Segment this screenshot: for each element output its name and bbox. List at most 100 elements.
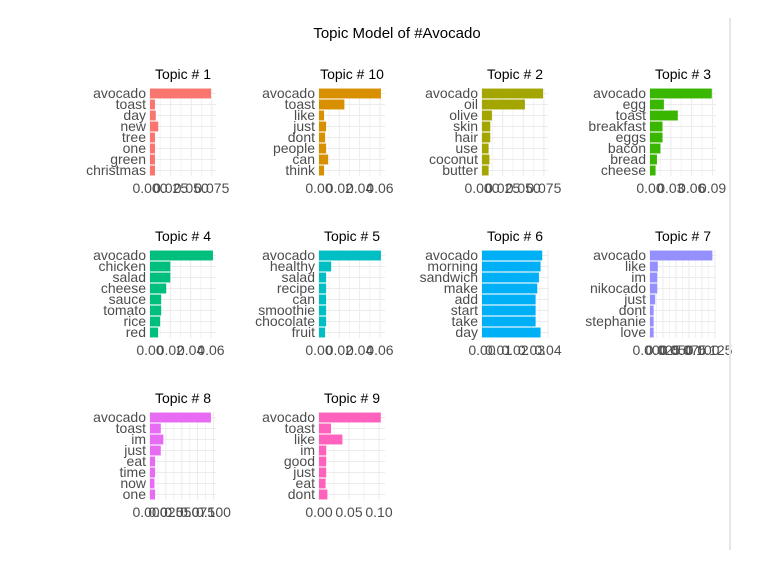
bar [319,423,331,434]
chart-title: Topic Model of #Avocado [313,25,480,42]
bar [319,445,327,456]
bar [650,283,658,294]
x-tick-label: 0.000 [464,180,499,196]
bar [150,456,156,467]
bar [150,478,155,489]
category-label: day [123,107,146,123]
bar [482,110,492,121]
bar [319,110,325,121]
x-tick-label: 0.06 [366,342,393,358]
category-label: add [455,291,478,307]
panel-title: Topic # 2 [487,66,543,82]
panel-title: Topic # 5 [324,228,380,244]
category-label: rice [123,313,146,329]
bar [319,99,345,110]
x-tick-label: 0.05 [335,504,362,520]
facet-panel: Topic # 7 avocadolikeimnikocadojustdontst… [585,228,732,358]
category-label: dont [288,486,315,502]
bar [150,165,155,176]
bar [319,143,327,154]
category-label: avocado [425,247,478,263]
bar [150,143,155,154]
x-tick-label: 0.125 [697,342,732,358]
category-label: sandwich [420,269,478,285]
bar [482,143,489,154]
x-tick-label: 0.050 [164,504,199,520]
bar [650,250,713,261]
panel-title: Topic # 4 [155,228,211,244]
category-label: use [455,140,478,156]
category-label: recipe [277,280,315,296]
category-label: people [273,140,315,156]
bar [319,132,326,143]
category-label: like [625,258,646,274]
right-divider [729,18,731,550]
category-label: toast [116,96,146,112]
x-tick-label: 0.000 [132,180,167,196]
x-tick-label: 0.02 [326,342,353,358]
bar [150,261,171,272]
bar [319,489,328,500]
bar [150,154,155,165]
bar [650,272,658,283]
x-tick-label: 0.075 [526,180,561,196]
x-tick-label: 0.025 [485,180,520,196]
bar [319,154,329,165]
category-label: toast [116,420,146,436]
bar [150,305,162,316]
category-label: salad [282,269,315,285]
facet-panel: Topic # 8 avocadotoastimjusteattimenowone… [93,390,231,520]
bar [482,250,543,261]
bar [482,154,490,165]
category-label: stephanie [585,313,646,329]
bar [650,88,712,99]
panel-title: Topic # 7 [655,228,711,244]
x-tick-label: 0.03 [657,180,684,196]
facet-panel: Topic # 4 avocadochickensaladcheesesaucet… [93,228,225,358]
bar [319,121,327,132]
category-label: like [294,431,315,447]
bar [150,316,161,327]
category-label: olive [449,107,478,123]
panel-title: Topic # 6 [487,228,543,244]
bar [650,327,654,338]
bar [150,283,167,294]
x-tick-label: 0.06 [197,342,224,358]
category-label: chocolate [255,313,315,329]
category-label: red [126,324,146,340]
category-label: avocado [262,85,315,101]
bar [150,132,155,143]
bar [650,165,656,176]
panel-title: Topic # 10 [320,66,384,82]
x-tick-label: 0.04 [534,342,561,358]
category-label: start [451,302,478,318]
category-label: avocado [593,247,646,263]
category-label: oil [464,96,478,112]
bar [319,412,381,423]
category-label: toast [285,96,315,112]
bar [150,445,161,456]
facet-panel: Topic # 1 avocadotoastdaynewtreeonegreenc… [86,66,230,196]
x-tick-label: 0.03 [518,342,545,358]
x-tick-label: 0.075 [671,342,706,358]
bar [319,250,381,261]
facet-panel: Topic # 10 avocadotoastlikejustdontpeople… [262,66,394,196]
bar [150,250,213,261]
panel-title: Topic # 8 [155,390,211,406]
bar [319,456,327,467]
bar [319,467,327,478]
category-label: fruit [292,324,315,340]
category-label: just [123,442,146,458]
category-label: smoothie [258,302,315,318]
bar [150,423,161,434]
category-label: cheese [101,280,146,296]
bar [482,261,541,272]
bar [650,132,663,143]
category-label: love [620,324,646,340]
bar [650,121,663,132]
bar [150,121,159,132]
bar [319,283,327,294]
category-label: can [292,151,315,167]
category-label: salad [113,269,146,285]
